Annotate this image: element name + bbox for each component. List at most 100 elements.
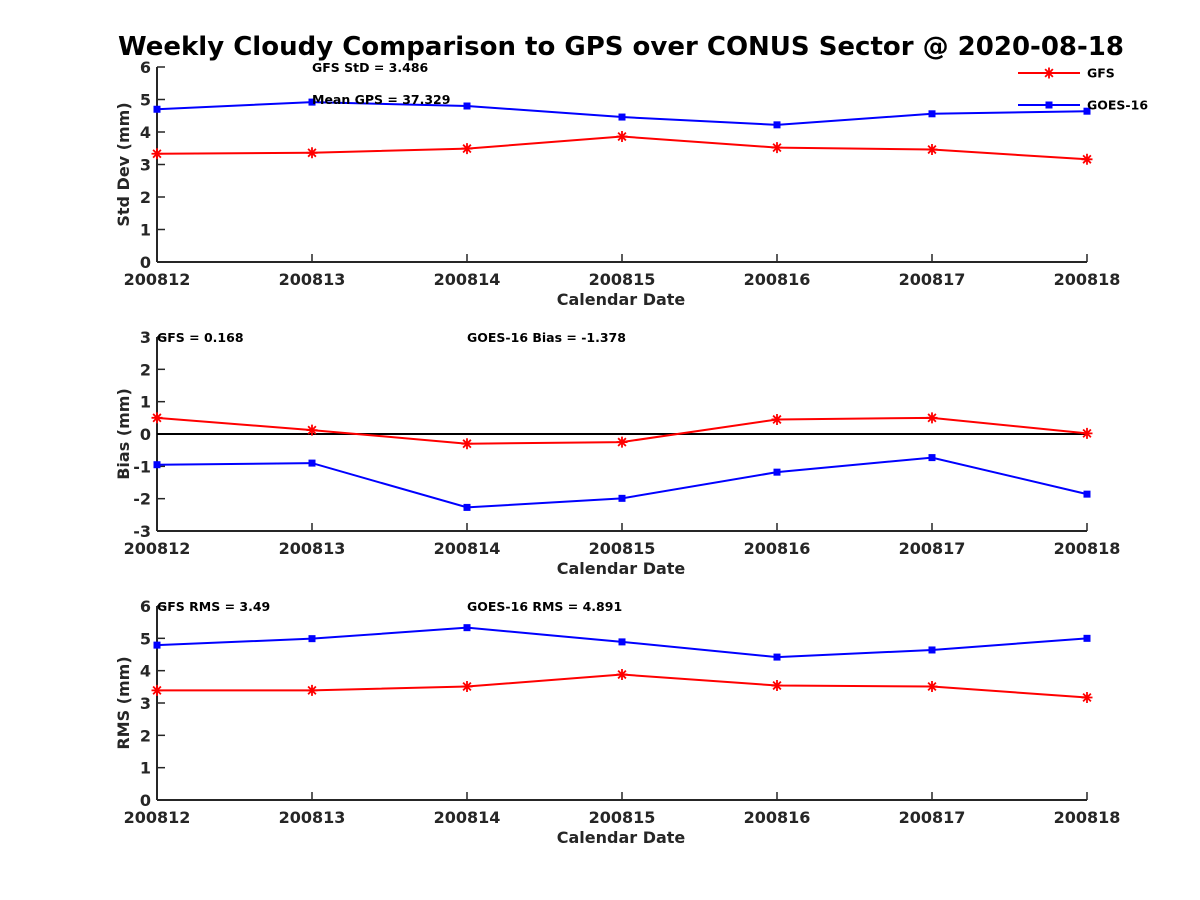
data-point-asterisk [306, 424, 318, 436]
x-tick-label: 200815 [589, 539, 656, 558]
series-goes-16 [153, 98, 1091, 129]
chart-panel-3: 0 1 2 3 4 5 6 200812 200813 200814 200815 200816 200… [114, 597, 1120, 847]
series-line [156, 101, 1088, 126]
data-point-square [773, 121, 781, 129]
x-tick-label: 200813 [279, 539, 346, 558]
x-tick-label: 200814 [434, 808, 501, 827]
chart-panel-2: -3 -2 -1 0 1 2 3 200812 200813 200814 200815 200816… [114, 328, 1120, 578]
y-tick-label: -3 [133, 522, 151, 541]
x-axis-title: Calendar Date [557, 559, 686, 578]
data-point-asterisk [461, 143, 473, 155]
x-tick-label: 200816 [744, 270, 811, 289]
x-tick-label: 200816 [744, 808, 811, 827]
data-point-asterisk [1081, 427, 1093, 439]
data-point-square [1045, 101, 1053, 109]
data-point-asterisk [771, 680, 783, 692]
annotation: GOES-16 RMS = 4.891 [467, 599, 622, 614]
data-point-square [1083, 634, 1091, 642]
figure-title: Weekly Cloudy Comparison to GPS over CON… [118, 32, 1124, 62]
data-point-asterisk [461, 438, 473, 450]
data-point-square [463, 624, 471, 632]
data-point-asterisk [151, 412, 163, 424]
data-point-square [463, 102, 471, 110]
y-axis-title: Bias (mm) [114, 388, 133, 480]
y-tick-label: 1 [140, 393, 151, 412]
data-point-asterisk [1043, 67, 1055, 79]
x-tick-label: 200817 [899, 808, 966, 827]
y-tick-label: 1 [140, 221, 151, 240]
y-tick-label: 2 [140, 188, 151, 207]
y-tick-label: 1 [140, 759, 151, 778]
series-gfs [151, 669, 1093, 704]
x-tick-label: 200816 [744, 539, 811, 558]
data-point-asterisk [771, 413, 783, 425]
x-tick-label: 200814 [434, 539, 501, 558]
x-tick-label: 200812 [124, 808, 191, 827]
y-axis-title: Std Dev (mm) [114, 102, 133, 226]
annotation: Mean GPS = 37.329 [312, 92, 450, 107]
legend-label: GOES-16 [1087, 98, 1148, 113]
x-axis-title: Calendar Date [557, 828, 686, 847]
series-gfs [151, 131, 1093, 165]
data-point-asterisk [771, 142, 783, 154]
x-tick-label: 200818 [1054, 270, 1121, 289]
chart-panel-1: 0 1 2 3 4 5 6 200812 200813 200814 200815 200816 200… [114, 58, 1120, 309]
x-tick-label: 200815 [589, 808, 656, 827]
data-point-square [773, 653, 781, 661]
y-tick-label: 5 [140, 629, 151, 648]
data-point-asterisk [926, 681, 938, 693]
x-axis-title: Calendar Date [557, 290, 686, 309]
y-tick-label: 3 [140, 156, 151, 175]
data-point-asterisk [151, 148, 163, 160]
data-point-asterisk [616, 669, 628, 681]
data-point-square [463, 503, 471, 511]
data-point-asterisk [306, 147, 318, 159]
series-goes-16 [153, 454, 1091, 511]
annotation: GFS StD = 3.486 [312, 60, 429, 75]
x-tick-label: 200814 [434, 270, 501, 289]
data-point-square [618, 494, 626, 502]
y-tick-label: 2 [140, 360, 151, 379]
legend-label: GFS [1087, 66, 1115, 81]
data-point-square [308, 459, 316, 467]
y-tick-label: 3 [140, 694, 151, 713]
data-point-asterisk [306, 684, 318, 696]
data-point-square [308, 635, 316, 643]
data-point-square [618, 638, 626, 646]
y-tick-label: 3 [140, 328, 151, 347]
x-tick-label: 200813 [279, 808, 346, 827]
data-point-square [928, 110, 936, 118]
x-tick-label: 200812 [124, 270, 191, 289]
x-tick-label: 200818 [1054, 808, 1121, 827]
data-point-square [1083, 490, 1091, 498]
y-tick-label: 5 [140, 91, 151, 110]
data-point-square [308, 98, 316, 106]
series-goes-16 [153, 624, 1091, 661]
data-point-asterisk [926, 412, 938, 424]
y-tick-label: 6 [140, 597, 151, 616]
y-tick-label: -2 [133, 490, 151, 509]
data-point-asterisk [616, 131, 628, 143]
data-point-asterisk [926, 144, 938, 156]
data-point-square [928, 454, 936, 462]
y-tick-label: 0 [140, 425, 151, 444]
legend-entry-gfs: GFS [1018, 66, 1115, 81]
y-tick-label: 4 [140, 662, 151, 681]
x-tick-label: 200813 [279, 270, 346, 289]
y-tick-label: 2 [140, 726, 151, 745]
data-point-square [1083, 107, 1091, 115]
x-tick-label: 200815 [589, 270, 656, 289]
legend: GFS GOES-16 [1018, 66, 1148, 113]
data-point-square [773, 468, 781, 476]
data-point-asterisk [151, 684, 163, 696]
data-point-square [928, 646, 936, 654]
x-tick-label: 200817 [899, 270, 966, 289]
annotation: GFS = 0.168 [157, 330, 244, 345]
legend-entry-goes-16: GOES-16 [1018, 98, 1148, 113]
y-tick-label: -1 [133, 457, 151, 476]
annotation: GFS RMS = 3.49 [157, 599, 270, 614]
data-point-square [153, 641, 161, 649]
data-point-asterisk [616, 436, 628, 448]
data-point-square [618, 113, 626, 121]
